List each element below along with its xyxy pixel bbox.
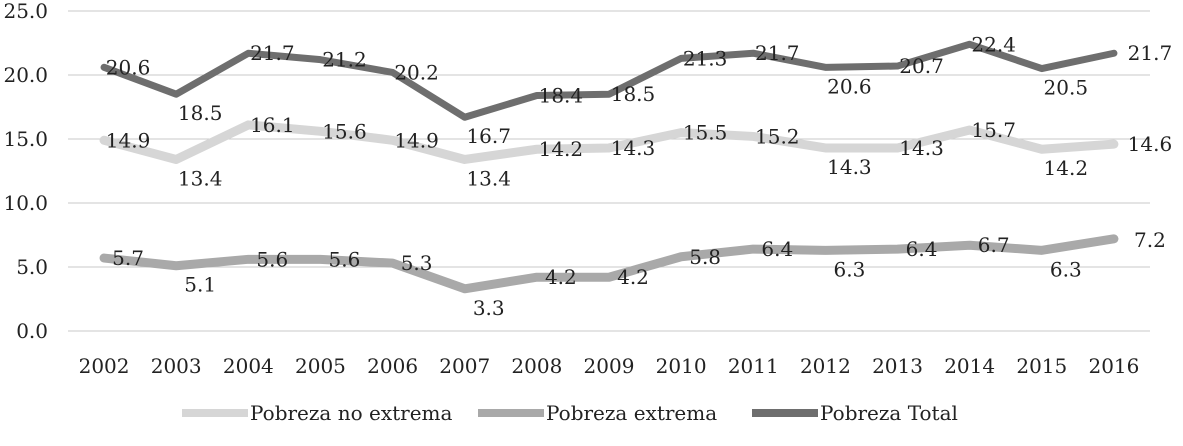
- data-label: 15.5: [683, 121, 728, 145]
- series-line-1: [99, 120, 1119, 164]
- data-labels: 14.9 13.4 16.1 15.6 14.9 13.4 14.2 14.3 15.5 15.2…: [106, 32, 1172, 319]
- data-label: 13.4: [178, 166, 223, 190]
- x-tick-label: 2011: [728, 354, 779, 378]
- data-label: 22.4: [971, 32, 1016, 56]
- data-label: 16.7: [466, 124, 511, 148]
- data-label: 14.2: [1044, 156, 1089, 180]
- series-line-3: [100, 40, 1118, 121]
- x-tick-label: 2010: [656, 354, 707, 378]
- data-label: 4.2: [617, 265, 649, 289]
- x-tick-label: 2016: [1088, 354, 1139, 378]
- x-tick-label: 2004: [223, 354, 274, 378]
- x-tick-label: 2009: [584, 354, 635, 378]
- x-tick-label: 2014: [944, 354, 995, 378]
- y-axis-ticks: 0.0 5.0 10.0 15.0 20.0 25.0: [3, 0, 48, 343]
- data-label: 18.5: [178, 101, 223, 125]
- x-tick-label: 2003: [151, 354, 202, 378]
- data-label: 21.7: [250, 41, 295, 65]
- data-label: 15.6: [322, 119, 367, 143]
- data-label: 18.5: [611, 82, 656, 106]
- data-label: 20.7: [899, 54, 944, 78]
- data-label: 5.6: [329, 247, 361, 271]
- x-tick-label: 2005: [295, 354, 346, 378]
- data-label: 3.3: [473, 296, 505, 320]
- data-label: 18.4: [539, 83, 584, 107]
- data-label: 21.2: [322, 48, 367, 72]
- series-line-2: [99, 234, 1119, 294]
- data-label: 21.7: [1128, 41, 1173, 65]
- x-tick-label: 2015: [1016, 354, 1067, 378]
- data-label: 15.7: [971, 118, 1016, 142]
- data-label: 5.8: [689, 245, 721, 269]
- y-tick-label: 0.0: [16, 319, 48, 343]
- data-label: 14.2: [539, 137, 584, 161]
- data-label: 20.6: [827, 74, 872, 98]
- data-label: 20.2: [394, 60, 439, 84]
- legend-label: Pobreza no extrema: [250, 401, 452, 425]
- data-label: 14.9: [106, 128, 151, 152]
- series-lines: [99, 40, 1119, 294]
- data-label: 6.4: [761, 237, 793, 261]
- data-label: 14.3: [611, 136, 656, 160]
- data-label: 6.3: [1050, 257, 1082, 281]
- y-tick-label: 20.0: [3, 63, 48, 87]
- x-tick-label: 2007: [439, 354, 490, 378]
- gridlines: [68, 10, 1150, 332]
- x-tick-label: 2012: [800, 354, 851, 378]
- data-label: 14.6: [1128, 132, 1173, 156]
- data-label: 14.3: [827, 155, 872, 179]
- data-label: 21.7: [755, 41, 800, 65]
- legend-label: Pobreza Total: [820, 401, 958, 425]
- y-tick-label: 25.0: [3, 0, 48, 23]
- x-tick-label: 2008: [511, 354, 562, 378]
- y-tick-label: 15.0: [3, 127, 48, 151]
- data-label: 16.1: [250, 113, 295, 137]
- data-label: 7.2: [1134, 228, 1166, 252]
- data-label: 14.3: [899, 136, 944, 160]
- y-tick-label: 5.0: [16, 255, 48, 279]
- x-tick-label: 2013: [872, 354, 923, 378]
- x-tick-label: 2006: [367, 354, 418, 378]
- data-label: 4.2: [545, 265, 577, 289]
- data-label: 6.3: [833, 257, 865, 281]
- data-label: 6.4: [906, 237, 938, 261]
- data-label: 5.1: [184, 273, 216, 297]
- y-tick-label: 10.0: [3, 191, 48, 215]
- data-label: 5.3: [401, 251, 433, 275]
- data-label: 5.7: [112, 246, 144, 270]
- x-axis-ticks: 2002 2003 2004 2005 2006 2007 2008 2009 2010 2011…: [79, 354, 1140, 378]
- data-label: 21.3: [683, 46, 728, 70]
- data-label: 6.7: [978, 233, 1010, 257]
- data-label: 20.5: [1044, 76, 1089, 100]
- data-label: 14.9: [394, 128, 439, 152]
- data-label: 20.6: [106, 55, 151, 79]
- x-tick-label: 2002: [79, 354, 130, 378]
- data-label: 5.6: [256, 247, 288, 271]
- data-label: 15.2: [755, 124, 800, 148]
- legend-label: Pobreza extrema: [546, 401, 717, 425]
- data-label: 13.4: [466, 166, 511, 190]
- legend: Pobreza no extrema Pobreza extrema Pobreza…: [182, 401, 958, 425]
